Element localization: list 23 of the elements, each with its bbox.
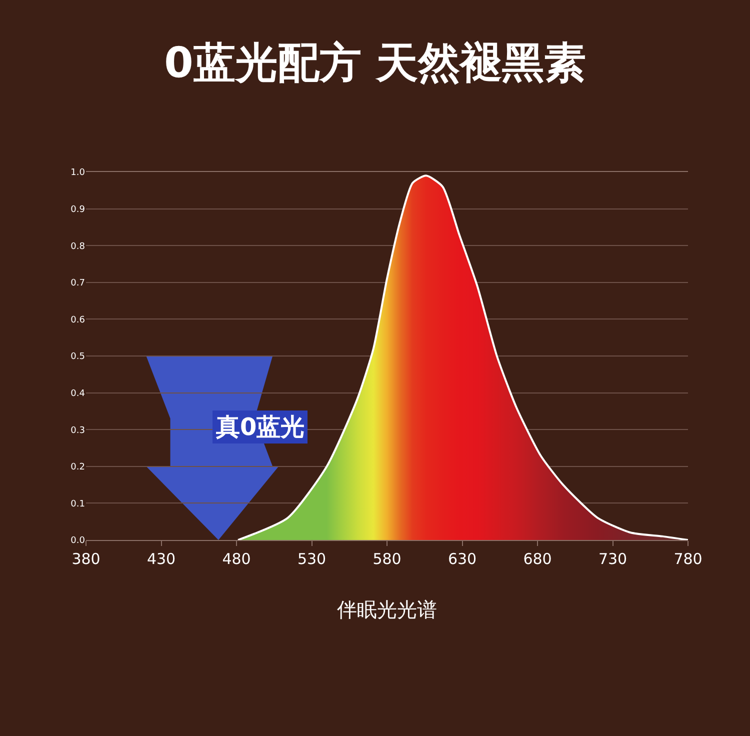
y-tick-label: 0.3: [70, 426, 85, 436]
y-tick-label: 0.2: [70, 462, 85, 473]
x-tick-label: 480: [222, 550, 251, 568]
x-tick-label: 780: [674, 550, 702, 568]
y-tick-label: 0.5: [70, 352, 85, 362]
y-tick-label: 0.4: [70, 388, 86, 399]
y-tick-label: 0.8: [70, 242, 86, 252]
y-tick-label: 0.1: [70, 499, 85, 510]
x-tick-label: 630: [448, 550, 477, 568]
x-tick-label: 530: [297, 550, 326, 568]
y-tick-label: 0.7: [70, 278, 85, 289]
y-tick-label: 0.9: [70, 204, 86, 215]
y-tick-label: 1.0: [70, 168, 86, 178]
x-tick-label: 730: [598, 550, 628, 568]
chart-title: 0蓝光配方 天然褪黑素: [164, 38, 586, 88]
x-tick-label: 580: [372, 550, 402, 568]
y-tick-label: 0.0: [70, 536, 86, 546]
x-tick-label: 380: [72, 550, 100, 568]
x-tick-label: 680: [523, 550, 552, 568]
y-tick-label: 0.6: [70, 315, 86, 326]
x-tick-label: 430: [146, 550, 176, 568]
x-axis-title: 伴眠光光谱: [337, 598, 437, 622]
annotation: 真0蓝光: [215, 413, 305, 441]
